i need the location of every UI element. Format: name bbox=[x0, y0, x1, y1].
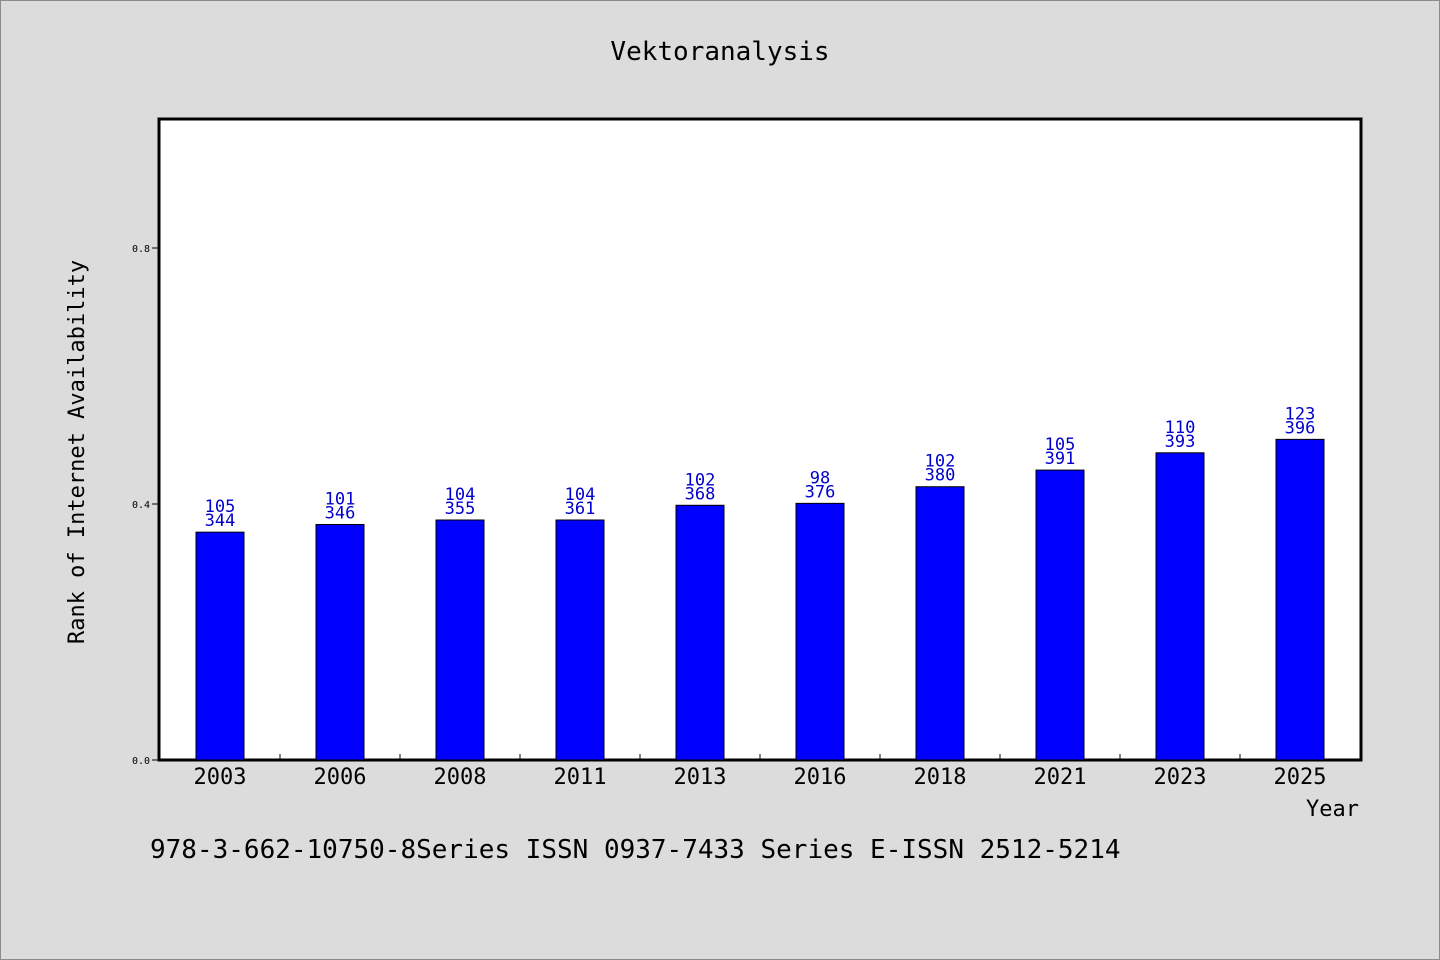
data-label-bottom: 361 bbox=[565, 499, 596, 519]
data-label-bottom: 344 bbox=[205, 511, 236, 531]
footer-isbn-text: 978-3-662-10750-8Series ISSN 0937-7433 S… bbox=[150, 835, 1121, 865]
bar-2018 bbox=[915, 486, 965, 761]
bar-2021 bbox=[1035, 469, 1085, 761]
y-tick-label: 0.8 bbox=[132, 244, 150, 255]
data-label-bottom: 355 bbox=[445, 499, 476, 519]
x-tick-label: 2025 bbox=[1274, 765, 1327, 790]
bar-group bbox=[195, 438, 1325, 761]
chart-title: Vektoranalysis bbox=[610, 37, 829, 67]
x-tick-label: 2013 bbox=[674, 765, 727, 790]
bar-2013 bbox=[675, 504, 725, 761]
bar-2025 bbox=[1275, 438, 1325, 761]
x-tick-label: 2021 bbox=[1034, 765, 1087, 790]
x-tick-label: 2018 bbox=[914, 765, 967, 790]
data-label-top: 101 bbox=[325, 489, 356, 509]
label-group: 1053441013461043551043611023689837610238… bbox=[205, 404, 1316, 531]
x-tick-label: 2003 bbox=[194, 765, 247, 790]
bar-2011 bbox=[555, 519, 605, 761]
data-label-bottom: 346 bbox=[325, 503, 356, 523]
data-label-top: 102 bbox=[685, 470, 716, 490]
data-label-bottom: 368 bbox=[685, 484, 716, 504]
x-tick-label: 2016 bbox=[794, 765, 847, 790]
data-label-top: 105 bbox=[205, 497, 236, 517]
y-tick-label: 0.4 bbox=[132, 500, 150, 511]
x-tick-label: 2006 bbox=[314, 765, 367, 790]
data-label-bottom: 391 bbox=[1045, 449, 1076, 469]
x-tick-label: 2023 bbox=[1154, 765, 1207, 790]
data-label-top: 98 bbox=[810, 468, 830, 488]
data-label-top: 110 bbox=[1165, 418, 1196, 438]
data-label-bottom: 376 bbox=[805, 482, 836, 502]
tick-group: 0.0 0.4 0.8 2003 2006 2008 2011 2013 2016 2018 202… bbox=[132, 244, 1327, 790]
x-axis-label: Year bbox=[1306, 797, 1359, 822]
data-label-top: 123 bbox=[1285, 404, 1316, 424]
x-tick-label: 2011 bbox=[554, 765, 607, 790]
bar-2016 bbox=[795, 502, 845, 761]
bar-2006 bbox=[315, 523, 365, 761]
bar-2008 bbox=[435, 519, 485, 761]
data-label-top: 102 bbox=[925, 452, 956, 472]
data-label-top: 104 bbox=[445, 485, 476, 505]
y-axis-label: Rank of Internet Availability bbox=[65, 260, 90, 644]
data-label-top: 104 bbox=[565, 485, 596, 505]
data-label-top: 105 bbox=[1045, 435, 1076, 455]
bar-2003 bbox=[195, 531, 245, 761]
data-label-bottom: 380 bbox=[925, 466, 956, 486]
x-tick-label: 2008 bbox=[434, 765, 487, 790]
data-label-bottom: 393 bbox=[1165, 432, 1196, 452]
data-label-bottom: 396 bbox=[1285, 418, 1316, 438]
bar-2023 bbox=[1155, 452, 1205, 761]
y-tick-label: 0.0 bbox=[132, 756, 150, 767]
